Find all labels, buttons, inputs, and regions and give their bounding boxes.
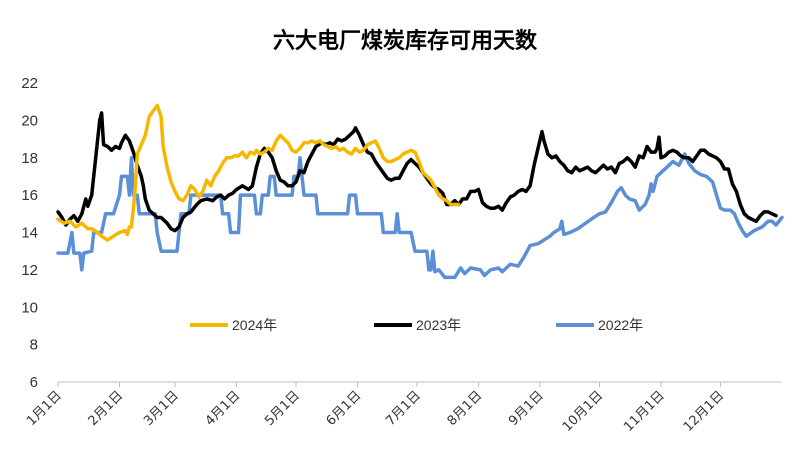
legend: 2024年 2023年 2022年 [190,317,643,333]
x-tick-label: 12月1日 [681,388,728,435]
x-tick-label: 9月1日 [506,388,547,429]
x-tick-label: 8月1日 [445,388,486,429]
y-tick-label: 14 [21,225,38,242]
series-line-2022年 [56,152,784,280]
chart-title: 六大电厂煤炭库存可用天数 [273,28,538,54]
legend-label: 2022年 [598,317,643,333]
y-tick-label: 6 [30,374,38,391]
y-tick-label: 16 [21,187,38,204]
x-tick-label: 3月1日 [141,388,182,429]
y-tick-label: 10 [21,299,38,316]
plot-area [56,103,784,280]
series-line-2024年 [56,103,461,242]
x-tick-label: 11月1日 [621,388,668,435]
x-tick-label: 1月1日 [24,388,65,429]
y-tick-label: 22 [21,75,38,92]
x-tick-label: 2月1日 [86,388,127,429]
y-tick-label: 20 [21,112,38,129]
y-tick-label: 12 [21,262,38,279]
y-axis: 6 8 10 12 14 16 18 20 22 [21,75,38,391]
x-tick-label: 4月1日 [203,388,244,429]
x-tick-label: 6月1日 [324,388,365,429]
legend-label: 2023年 [416,317,461,333]
x-axis: 1月1日 2月1日 3月1日 4月1日 5月1日 6月1日 7月1日 8月1日 9月1日 10月1… [24,382,727,435]
x-tick-label: 10月1日 [560,388,607,435]
x-tick-label: 7月1日 [383,388,424,429]
series-line-2023年 [56,111,778,233]
legend-label: 2024年 [232,317,277,333]
y-tick-label: 8 [30,337,38,354]
x-tick-label: 5月1日 [262,388,303,429]
y-tick-label: 18 [21,150,38,167]
